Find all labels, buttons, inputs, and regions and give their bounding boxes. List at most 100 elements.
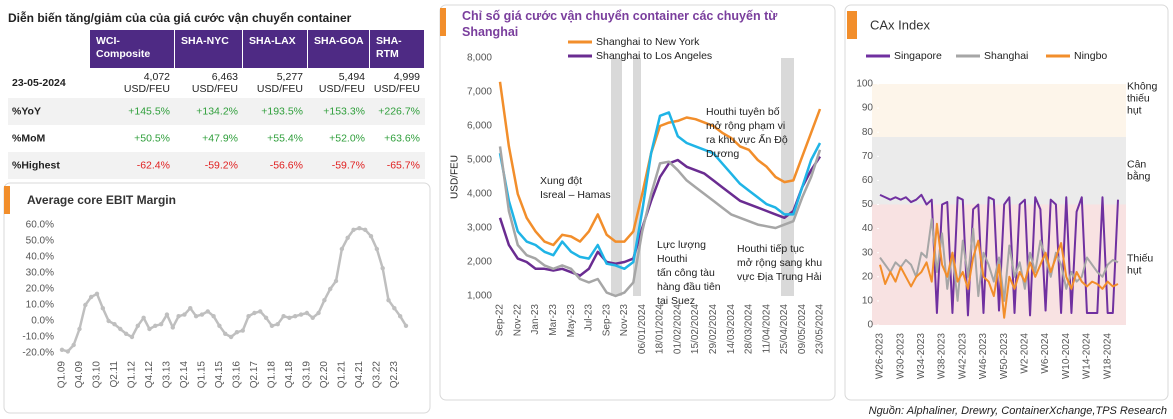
marker — [59, 347, 65, 352]
marker — [263, 315, 269, 320]
y-tick-label: 100 — [856, 79, 873, 90]
y-tick-label: 40 — [862, 223, 874, 234]
series-line — [498, 146, 822, 298]
marker — [147, 326, 152, 332]
y-tick-label: 50 — [862, 199, 874, 210]
y-tick-label: 0 — [867, 320, 873, 331]
cell-text: -56.6% — [270, 159, 303, 171]
zone-label: bằng — [1127, 170, 1151, 183]
x-tick-label: Q2.11 — [109, 361, 120, 388]
marker — [164, 312, 170, 317]
x-tick-label: Q2.17 — [249, 361, 260, 389]
cell-text: +145.5% — [128, 105, 170, 117]
x-tick-label: Q4.18 — [284, 361, 295, 389]
event-band — [633, 58, 641, 296]
marker — [65, 349, 71, 354]
x-tick-label: Q2.23 — [389, 361, 400, 389]
y-tick-label: 60 — [862, 175, 874, 186]
cell-text: +55.4% — [267, 132, 303, 144]
y-tick-label: 0.0% — [31, 316, 54, 327]
marker — [153, 323, 158, 328]
marker — [188, 306, 193, 311]
legend-label: Shanghai — [984, 50, 1028, 62]
marker — [380, 266, 385, 271]
marker — [77, 326, 82, 332]
marker — [328, 286, 333, 292]
marker — [112, 322, 117, 327]
x-tick-label: Sep-22 — [495, 304, 506, 337]
legend-label: Singapore — [894, 50, 942, 62]
x-tick-label: Q3.19 — [302, 361, 313, 389]
y-tick-label: 8,000 — [467, 53, 492, 64]
marker — [246, 314, 251, 319]
cell-text: -59.7% — [332, 159, 365, 171]
x-tick-label: Nov-23 — [619, 304, 630, 337]
panel — [3, 182, 431, 414]
series-line — [61, 226, 408, 353]
series-line — [498, 111, 822, 271]
header-text: SHA-LAX — [249, 35, 296, 47]
x-tick-label: Q4.21 — [354, 361, 365, 389]
x-tick-label: W2-2024 — [1020, 333, 1031, 374]
y-tick-label: 50.0% — [26, 236, 54, 247]
marker — [374, 246, 380, 252]
marker — [223, 331, 228, 336]
marker — [106, 318, 111, 324]
cell-text: +193.5% — [261, 105, 303, 117]
source: Nguồn: Alphaliner, Drewry, ContainerXcha… — [869, 405, 1167, 417]
x-tick-label: 25/04/2024 — [779, 304, 790, 354]
x-tick-label: 23/05/2024 — [815, 304, 826, 354]
cell-text: -59.2% — [205, 159, 238, 171]
x-tick-label: Q3.10 — [92, 361, 103, 389]
cell-text: -65.7% — [387, 159, 420, 171]
legend-label: Shanghai to New York — [596, 36, 700, 48]
marker — [345, 235, 350, 240]
marker — [386, 298, 391, 303]
marker — [298, 312, 304, 317]
x-tick-label: 11/04/2024 — [761, 304, 772, 354]
x-tick-label: W14-2024 — [1082, 333, 1093, 380]
zone-label: thiếu — [1127, 92, 1150, 104]
x-tick-label: 09/05/2024 — [797, 304, 808, 354]
y-tick-label: 40.0% — [26, 252, 54, 263]
y-tick-label: -20.0% — [22, 348, 54, 359]
x-tick-label: Q2.20 — [319, 361, 330, 389]
marker — [234, 330, 240, 335]
marker — [71, 342, 76, 348]
marker — [170, 325, 175, 330]
marker — [88, 294, 94, 300]
zone — [872, 84, 1126, 138]
header-text: RTM — [376, 48, 399, 60]
marker — [269, 323, 275, 328]
marker — [123, 331, 129, 336]
chart-title: Chỉ số giá cước vận chuyển container các… — [462, 9, 778, 39]
cell-text: USD/FEU — [257, 83, 303, 95]
x-tick-label: 14/03/2024 — [726, 304, 737, 354]
x-tick-label: W26-2023 — [875, 333, 886, 380]
x-tick-label: 15/02/2024 — [690, 304, 701, 354]
zone-label: hụt — [1127, 104, 1142, 116]
header-text: SHA-GOA — [314, 35, 364, 47]
marker — [141, 315, 146, 320]
x-tick-label: Q1.12 — [127, 361, 138, 389]
marker — [100, 306, 106, 311]
marker — [182, 312, 187, 317]
y-tick-label: 90 — [862, 103, 874, 114]
series-line — [879, 193, 1119, 317]
x-tick-label: W10-2024 — [1061, 333, 1072, 380]
annotation: Dương — [706, 148, 739, 160]
marker — [362, 227, 368, 232]
x-tick-label: 29/02/2024 — [708, 304, 719, 354]
y-tick-label: 6,000 — [467, 121, 492, 132]
row-bg — [8, 98, 425, 125]
marker — [129, 334, 135, 340]
header-cell — [175, 30, 242, 68]
cell-text: +226.7% — [378, 105, 420, 117]
row-bg — [8, 152, 425, 179]
x-tick-label: Q1.18 — [267, 361, 278, 389]
marker — [228, 334, 234, 340]
zone-label: Cân — [1127, 159, 1146, 171]
marker — [281, 314, 286, 319]
y-tick-label: -10.0% — [22, 332, 54, 343]
